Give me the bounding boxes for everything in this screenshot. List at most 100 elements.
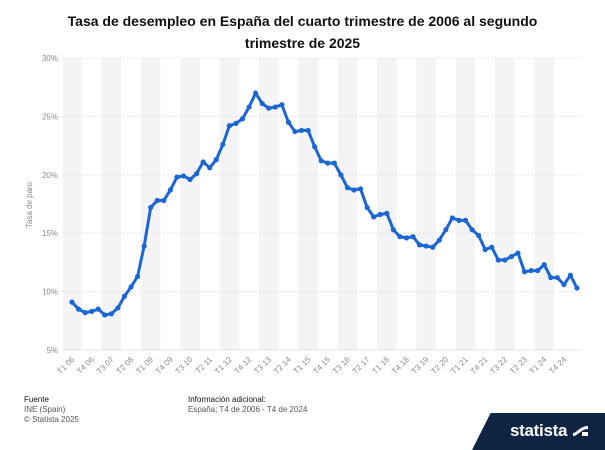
data-point[interactable]	[390, 227, 396, 233]
y-axis-ticks: 5% 10% 15% 20% 25% 30%	[42, 54, 58, 355]
data-point[interactable]	[502, 257, 508, 263]
data-point[interactable]	[69, 299, 75, 305]
data-point[interactable]	[259, 100, 265, 107]
data-point[interactable]	[187, 176, 193, 183]
data-point[interactable]	[351, 187, 357, 193]
data-point[interactable]	[489, 244, 495, 250]
data-point[interactable]	[456, 217, 462, 223]
data-point[interactable]	[75, 306, 82, 312]
data-point[interactable]	[167, 187, 173, 193]
data-point[interactable]	[521, 269, 528, 275]
data-point[interactable]	[207, 165, 213, 171]
data-point[interactable]	[200, 159, 206, 165]
data-point[interactable]	[535, 267, 541, 274]
data-point[interactable]	[213, 157, 219, 163]
data-point[interactable]	[154, 197, 160, 204]
copyright: © Statista 2025	[24, 415, 79, 424]
data-point[interactable]	[266, 105, 272, 111]
x-tick-label: T3 22	[488, 355, 509, 376]
data-point[interactable]	[344, 185, 351, 191]
data-point[interactable]	[384, 210, 390, 216]
data-point[interactable]	[561, 281, 567, 288]
data-point[interactable]	[397, 234, 403, 240]
x-tick-label: T1 24	[528, 355, 549, 376]
data-point[interactable]	[331, 160, 337, 166]
data-point[interactable]	[416, 242, 423, 248]
x-tick-label: T4 06	[75, 355, 96, 376]
source-value: INE (Spain)	[24, 405, 66, 414]
data-point[interactable]	[292, 128, 298, 135]
x-tick-label: T4 21	[469, 355, 490, 376]
data-point[interactable]	[233, 120, 239, 127]
data-point[interactable]	[508, 253, 515, 260]
data-point[interactable]	[449, 215, 455, 221]
data-point[interactable]	[148, 204, 154, 211]
data-point[interactable]	[325, 160, 331, 166]
data-point[interactable]	[89, 308, 95, 315]
data-point[interactable]	[312, 144, 318, 150]
x-tick-label: T2 08	[115, 355, 136, 376]
data-point[interactable]	[239, 116, 246, 122]
x-tick-label: T3 10	[174, 355, 195, 376]
data-point[interactable]	[541, 262, 547, 268]
data-point[interactable]	[515, 250, 521, 256]
data-point[interactable]	[253, 90, 259, 96]
data-point[interactable]	[410, 234, 416, 240]
data-point[interactable]	[482, 246, 488, 253]
data-point[interactable]	[298, 127, 305, 134]
data-point[interactable]	[194, 171, 200, 177]
data-point[interactable]	[548, 274, 554, 281]
column-band	[101, 58, 122, 350]
x-tick-label: T1 21	[449, 355, 470, 376]
data-point[interactable]	[528, 267, 534, 274]
data-point[interactable]	[174, 174, 180, 180]
gridlines	[63, 57, 582, 351]
data-point[interactable]	[180, 173, 187, 179]
data-point[interactable]	[377, 211, 383, 218]
data-point[interactable]	[285, 119, 292, 125]
data-point[interactable]	[495, 257, 501, 263]
data-point[interactable]	[371, 214, 377, 220]
data-point[interactable]	[430, 244, 436, 250]
data-point[interactable]	[95, 306, 101, 312]
data-point[interactable]	[279, 102, 285, 108]
data-point[interactable]	[121, 293, 128, 299]
data-point[interactable]	[128, 284, 134, 290]
x-tick-label: T3 13	[252, 355, 273, 376]
data-point[interactable]	[443, 227, 449, 233]
x-tick-label: T4 12	[233, 355, 254, 376]
data-point[interactable]	[357, 186, 364, 192]
data-point[interactable]	[82, 310, 88, 316]
data-point[interactable]	[423, 243, 429, 249]
data-point[interactable]	[246, 104, 252, 110]
statista-logo[interactable]: statista	[472, 413, 605, 450]
data-point[interactable]	[134, 273, 141, 280]
data-point[interactable]	[462, 217, 469, 223]
data-point[interactable]	[554, 274, 560, 281]
data-point[interactable]	[226, 123, 233, 129]
x-tick-label: T1 18	[370, 355, 391, 376]
data-point[interactable]	[108, 311, 114, 317]
x-tick-label: T3 19	[410, 355, 431, 376]
x-tick-label: T3 16	[331, 355, 352, 376]
data-point[interactable]	[305, 127, 311, 134]
data-point[interactable]	[115, 305, 121, 311]
data-point[interactable]	[436, 237, 442, 243]
additional-info-block: Información adicional: España; T4 de 200…	[188, 395, 307, 415]
data-point[interactable]	[364, 204, 370, 211]
data-point[interactable]	[102, 312, 108, 318]
data-point[interactable]	[403, 235, 410, 241]
data-point[interactable]	[476, 232, 482, 239]
data-point[interactable]	[220, 141, 226, 148]
data-point[interactable]	[161, 197, 167, 204]
data-point[interactable]	[338, 172, 344, 178]
data-point[interactable]	[469, 227, 475, 233]
source-block: Fuente INE (Spain) © Statista 2025	[24, 395, 79, 425]
data-point[interactable]	[574, 285, 580, 291]
x-tick-label: T1 09	[134, 355, 155, 376]
data-point[interactable]	[272, 104, 278, 110]
data-point[interactable]	[318, 158, 324, 164]
data-point[interactable]	[567, 272, 574, 278]
data-point[interactable]	[141, 243, 147, 249]
